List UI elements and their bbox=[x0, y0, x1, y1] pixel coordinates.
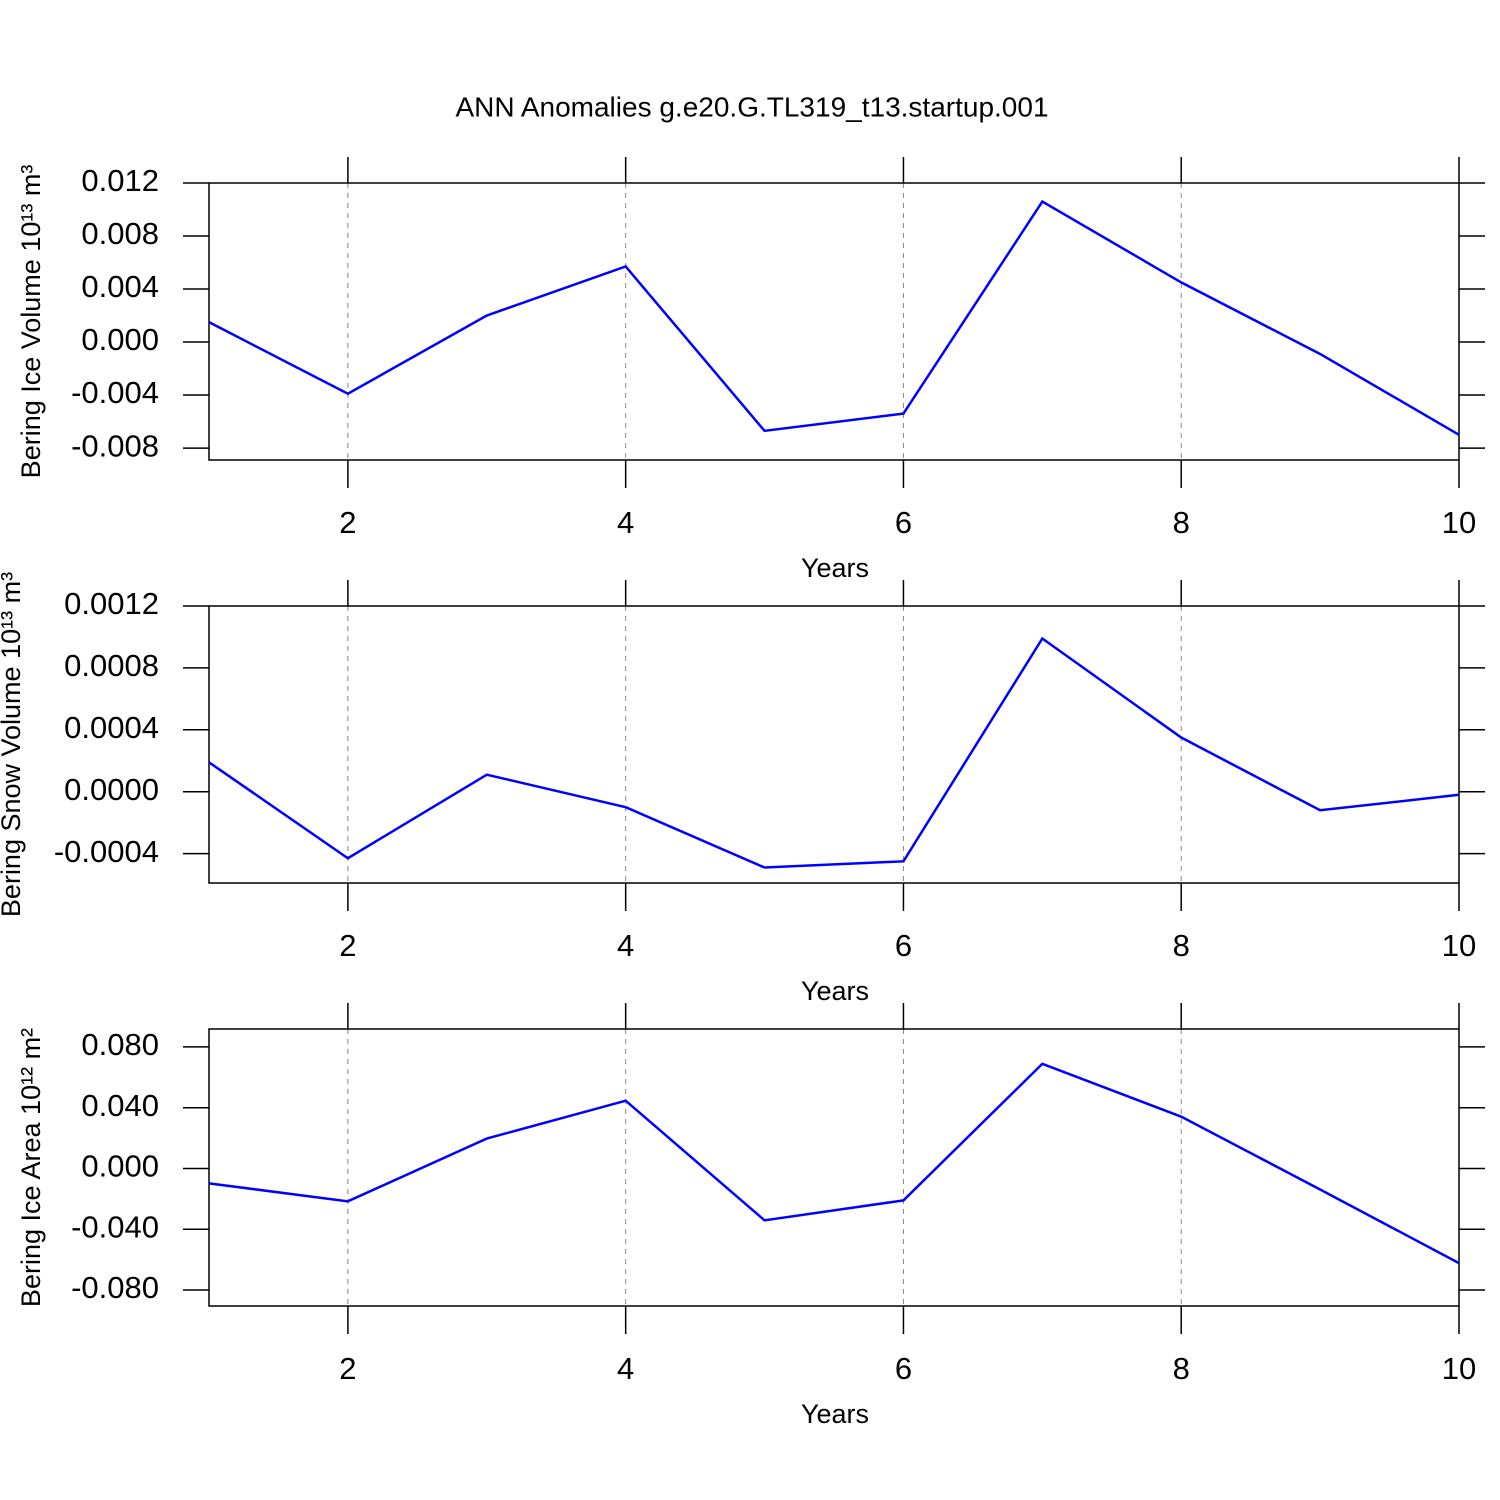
x-tick-label: 6 bbox=[895, 505, 912, 540]
y-tick-label: -0.080 bbox=[71, 1270, 159, 1305]
x-tick-label: 10 bbox=[1442, 928, 1476, 963]
y-tick-label: -0.040 bbox=[71, 1209, 159, 1244]
figure-title: ANN Anomalies g.e20.G.TL319_t13.startup.… bbox=[455, 91, 1048, 122]
x-tick-label: 4 bbox=[617, 928, 634, 963]
data-line bbox=[208, 1062, 1460, 1265]
x-tick-label: 2 bbox=[339, 928, 356, 963]
x-axis-label: Years bbox=[801, 976, 869, 1006]
x-tick-label: 10 bbox=[1442, 505, 1476, 540]
y-tick-label: 0.000 bbox=[81, 1149, 159, 1184]
x-tick-label: 6 bbox=[895, 928, 912, 963]
plot-frame bbox=[208, 605, 1460, 884]
y-tick-label: 0.012 bbox=[81, 163, 159, 198]
plot-frame bbox=[208, 1028, 1460, 1307]
y-tick-label: 0.004 bbox=[81, 269, 159, 304]
x-tick-label: 6 bbox=[895, 1351, 912, 1386]
y-tick-label: 0.000 bbox=[81, 322, 159, 357]
data-line bbox=[208, 199, 1460, 436]
y-tick-label: 0.040 bbox=[81, 1088, 159, 1123]
x-axis-label: Years bbox=[801, 553, 869, 583]
x-axis-label: Years bbox=[801, 1399, 869, 1429]
y-tick-label: 0.0008 bbox=[64, 648, 159, 683]
y-axis-label: Bering Snow Volume 10¹³ m³ bbox=[0, 572, 26, 917]
y-tick-label: -0.008 bbox=[71, 428, 159, 463]
y-tick-label: 0.080 bbox=[81, 1027, 159, 1062]
y-tick-label: -0.004 bbox=[71, 375, 159, 410]
x-tick-label: 8 bbox=[1173, 1351, 1190, 1386]
y-tick-label: 0.0000 bbox=[64, 772, 159, 807]
y-axis-label: Bering Ice Volume 10¹³ m³ bbox=[16, 165, 46, 479]
x-tick-label: 10 bbox=[1442, 1351, 1476, 1386]
y-tick-label: -0.0004 bbox=[54, 834, 159, 869]
data-line bbox=[208, 636, 1460, 869]
plot-frame bbox=[208, 182, 1460, 461]
x-tick-label: 4 bbox=[617, 1351, 634, 1386]
x-tick-label: 2 bbox=[339, 1351, 356, 1386]
y-tick-label: 0.008 bbox=[81, 216, 159, 251]
x-tick-label: 8 bbox=[1173, 928, 1190, 963]
y-tick-label: 0.0004 bbox=[64, 710, 159, 745]
x-tick-label: 4 bbox=[617, 505, 634, 540]
x-tick-label: 8 bbox=[1173, 505, 1190, 540]
y-axis-label: Bering Ice Area 10¹² m² bbox=[16, 1028, 46, 1307]
y-tick-label: 0.0012 bbox=[64, 586, 159, 621]
x-tick-label: 2 bbox=[339, 505, 356, 540]
